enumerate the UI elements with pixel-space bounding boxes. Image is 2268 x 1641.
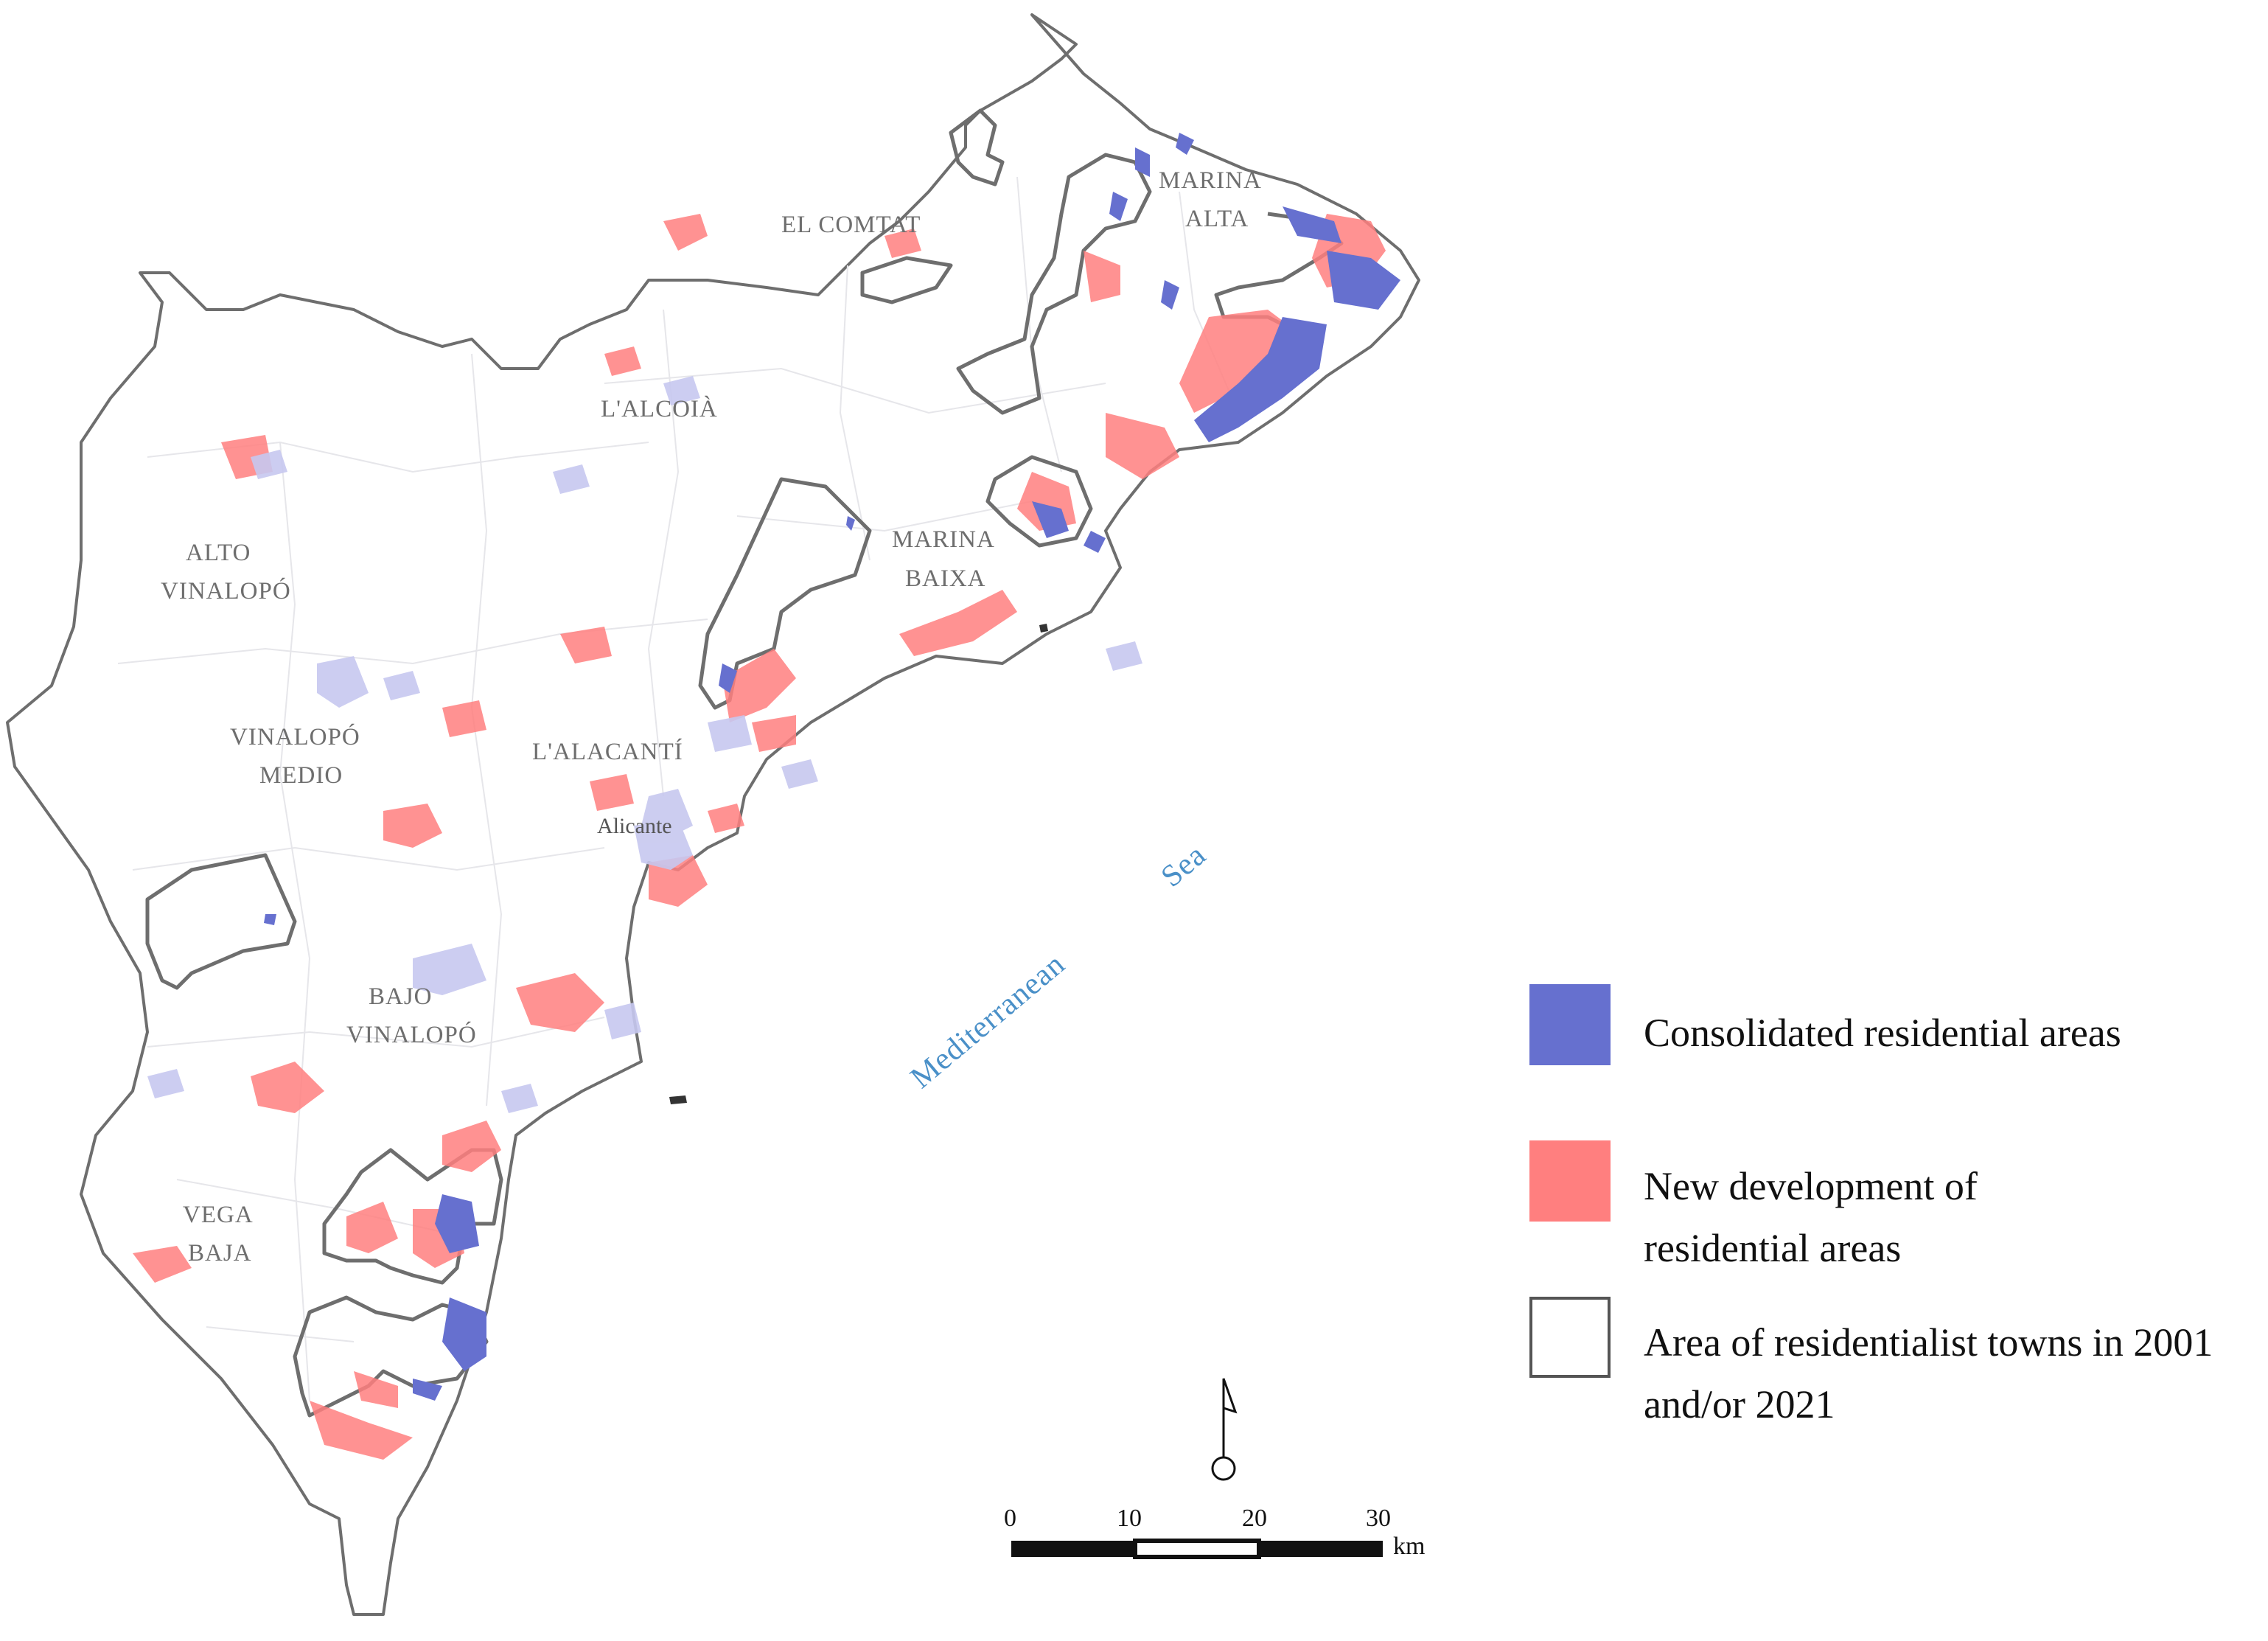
legend-label-residentialist-towns: Area of residentialist towns in 2001 and… xyxy=(1644,1320,2213,1426)
new-development-areas xyxy=(133,214,1386,1460)
label-marina-alta-1: MARINA xyxy=(1159,167,1262,194)
label-marina-baixa-2: BAIXA xyxy=(905,565,986,592)
north-arrow-icon xyxy=(1211,1378,1238,1481)
sea-label: Mediterranean Sea xyxy=(904,838,1212,1095)
legend-swatch-new-development xyxy=(1529,1140,1611,1222)
label-vega-baja-2: BAJA xyxy=(188,1240,252,1267)
town-outline-benidorm-area xyxy=(985,455,1093,548)
label-vega-baja-1: VEGA xyxy=(183,1202,254,1228)
label-bajo-vinalopo-1: BAJO xyxy=(369,983,433,1010)
label-alicante: Alicante xyxy=(597,814,672,838)
sea-label-mediterranean: Mediterranean xyxy=(904,947,1072,1095)
consolidated-residential-areas xyxy=(264,133,1400,1401)
label-bajo-vinalopo-2: VINALOPÓ xyxy=(346,1020,477,1048)
legend-item-residentialist-towns: Area of residentialist towns in 2001 and… xyxy=(1529,1289,2259,1426)
label-alto-vinalopo-1: ALTO xyxy=(186,540,251,566)
town-outline-vega-baja-south xyxy=(293,1295,489,1418)
scale-tick-30: 30 xyxy=(1366,1505,1391,1532)
label-vinalopo-medio-2: MEDIO xyxy=(259,762,343,789)
town-outline-northern-tip xyxy=(949,108,1005,187)
urban-spread-areas xyxy=(147,376,1142,1113)
scale-bar-segment-1 xyxy=(1011,1541,1135,1557)
legend: Consolidated residential areas New devel… xyxy=(1529,977,2259,1446)
scale-bar-segment-3 xyxy=(1259,1541,1383,1557)
scale-bar: 0 10 20 30 km xyxy=(1004,1505,1425,1560)
label-alto-vinalopo-2: VINALOPÓ xyxy=(161,576,291,605)
scale-tick-10: 10 xyxy=(1117,1505,1142,1532)
town-outline-inland-west xyxy=(145,853,297,990)
scale-bar-segment-2 xyxy=(1133,1539,1261,1559)
label-vinalopo-medio-1: VINALOPÓ xyxy=(230,722,360,750)
scale-unit: km xyxy=(1393,1533,1425,1560)
legend-swatch-residentialist-towns xyxy=(1529,1297,1611,1378)
sea-label-sea: Sea xyxy=(1155,838,1212,894)
legend-item-consolidated: Consolidated residential areas xyxy=(1529,977,2259,1065)
town-outline-marina-alta xyxy=(956,153,1152,415)
label-l-alacanti: L'ALACANTÍ xyxy=(532,738,683,765)
label-marina-baixa-1: MARINA xyxy=(892,526,995,553)
legend-label-new-development: New development of residential areas xyxy=(1644,1164,1978,1270)
town-outline-el-comtat-island xyxy=(860,256,953,304)
legend-label-consolidated: Consolidated residential areas xyxy=(1644,1011,2121,1055)
islands xyxy=(669,624,1048,1104)
region-labels: EL COMTAT MARINA ALTA L'ALCOIÀ ALTO VINA… xyxy=(161,167,1262,1267)
label-el-comtat: EL COMTAT xyxy=(781,212,921,238)
label-marina-alta-2: ALTA xyxy=(1185,206,1249,232)
legend-item-new-development: New development of residential areas xyxy=(1529,1133,2259,1270)
scale-tick-0: 0 xyxy=(1004,1505,1016,1532)
legend-swatch-consolidated xyxy=(1529,984,1611,1065)
scale-tick-20: 20 xyxy=(1242,1505,1267,1532)
label-l-alcoia: L'ALCOIÀ xyxy=(601,395,718,422)
residentialist-town-outlines xyxy=(145,108,1344,1418)
